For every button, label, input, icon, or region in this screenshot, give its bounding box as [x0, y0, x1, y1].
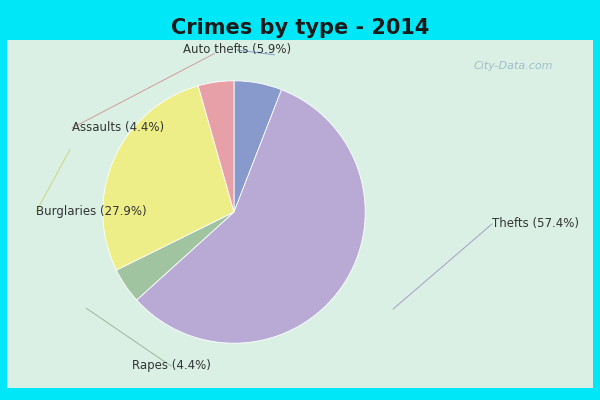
- Wedge shape: [198, 81, 234, 212]
- Text: City-Data.com: City-Data.com: [473, 61, 553, 71]
- Wedge shape: [234, 81, 281, 212]
- Text: Auto thefts (5.9%): Auto thefts (5.9%): [183, 44, 291, 56]
- Wedge shape: [116, 212, 234, 300]
- Text: Thefts (57.4%): Thefts (57.4%): [492, 218, 579, 230]
- Wedge shape: [103, 86, 234, 270]
- Text: Rapes (4.4%): Rapes (4.4%): [131, 360, 211, 372]
- Wedge shape: [137, 90, 365, 343]
- Text: Burglaries (27.9%): Burglaries (27.9%): [36, 206, 146, 218]
- Text: Assaults (4.4%): Assaults (4.4%): [72, 122, 164, 134]
- Text: Crimes by type - 2014: Crimes by type - 2014: [171, 18, 429, 38]
